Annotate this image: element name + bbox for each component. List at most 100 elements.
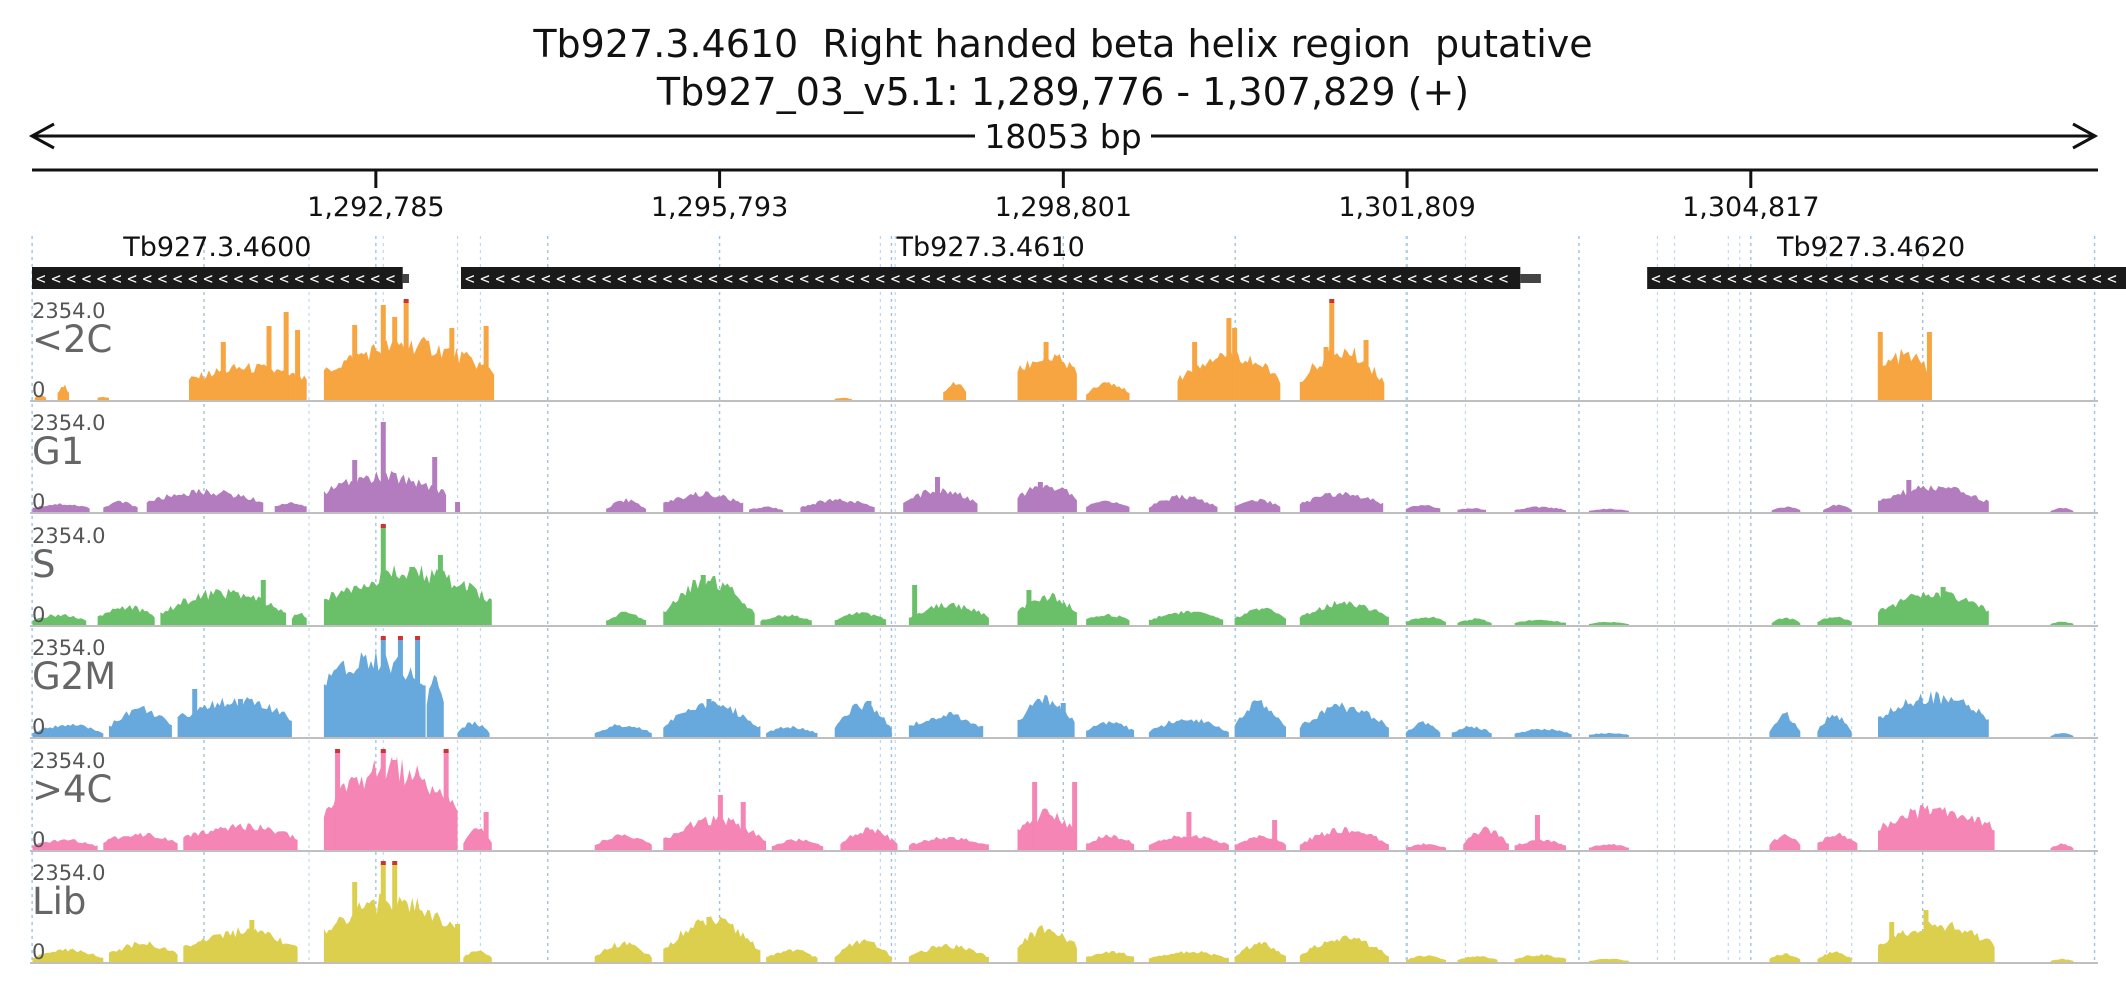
strand-arrow: < bbox=[1423, 269, 1433, 288]
coverage-region bbox=[1086, 500, 1130, 512]
clipped-marker bbox=[380, 861, 386, 865]
strand-arrow: < bbox=[97, 269, 107, 288]
strand-arrow: < bbox=[541, 269, 551, 288]
coverage-region bbox=[663, 575, 755, 625]
coverage-spike bbox=[1226, 318, 1232, 400]
strand-arrow: < bbox=[2016, 269, 2026, 288]
track-ymin-label: 0 bbox=[32, 940, 45, 964]
coverage-region bbox=[663, 491, 744, 512]
coverage-spike bbox=[415, 640, 421, 737]
coverage-spike bbox=[455, 502, 461, 512]
strand-arrow: < bbox=[82, 269, 92, 288]
coverage-spike bbox=[220, 342, 226, 400]
coverage-region bbox=[1086, 721, 1135, 737]
coverage-spike bbox=[1329, 302, 1335, 400]
strand-arrow: < bbox=[1727, 269, 1737, 288]
gene-feature[interactable]: < < < < < < < < < < < < < < < < < < < < < < < <Tb927.3.4600 bbox=[32, 232, 409, 289]
gene-utr bbox=[402, 274, 409, 283]
track-ymax-label: 2354.0 bbox=[32, 749, 105, 773]
strand-arrow: < bbox=[1073, 269, 1083, 288]
coverage-region bbox=[1769, 953, 1801, 962]
coverage-spike bbox=[740, 802, 746, 850]
strand-arrow: < bbox=[1195, 269, 1205, 288]
strand-arrow: < bbox=[1240, 269, 1250, 288]
coverage-region bbox=[274, 502, 307, 512]
strand-arrow: < bbox=[1103, 269, 1113, 288]
strand-arrow: < bbox=[1301, 269, 1311, 288]
coverage-spike bbox=[432, 457, 438, 512]
coverage-region bbox=[1234, 498, 1281, 512]
strand-arrow: < bbox=[112, 269, 122, 288]
coverage-region bbox=[1878, 591, 1989, 625]
track-ymax-label: 2354.0 bbox=[32, 636, 105, 660]
coverage-spike bbox=[237, 699, 243, 737]
coverage-region bbox=[323, 893, 458, 962]
track-4: 2354.0>4C 0 bbox=[30, 749, 2098, 852]
strand-arrow: < bbox=[1697, 269, 1707, 288]
coverage-region bbox=[1878, 920, 1995, 962]
track-ymax-label: 2354.0 bbox=[32, 411, 105, 435]
coverage-spike bbox=[437, 555, 443, 625]
strand-arrow: < bbox=[127, 269, 137, 288]
strand-arrow: < bbox=[1225, 269, 1235, 288]
coverage-region bbox=[749, 506, 784, 512]
coverage-spike bbox=[403, 302, 409, 400]
strand-arrow: < bbox=[1255, 269, 1265, 288]
strand-arrow: < bbox=[678, 269, 688, 288]
coverage-region bbox=[1406, 955, 1446, 962]
gene-label: Tb927.3.4600 bbox=[122, 232, 311, 263]
coverage-region bbox=[1234, 835, 1286, 850]
track-name: G2M bbox=[32, 655, 116, 698]
strand-arrow: < bbox=[1392, 269, 1402, 288]
coverage-region bbox=[1771, 617, 1801, 625]
strand-arrow: < bbox=[1362, 269, 1372, 288]
strand-arrow: < bbox=[754, 269, 764, 288]
track-ymin-label: 0 bbox=[32, 828, 45, 852]
track-ymax-label: 2354.0 bbox=[32, 299, 105, 323]
coverage-region bbox=[834, 939, 892, 962]
coverage-spike bbox=[352, 882, 358, 962]
strand-arrow: < bbox=[1483, 269, 1493, 288]
track-name: S bbox=[32, 543, 56, 586]
coverage-spike bbox=[335, 752, 341, 850]
coverage-region bbox=[594, 724, 652, 737]
strand-arrow: < bbox=[1651, 269, 1661, 288]
chart-subtitle-coordinates: Tb927_03_v5.1: 1,289,776 - 1,307,829 (+) bbox=[656, 70, 1470, 114]
strand-arrow: < bbox=[1347, 269, 1357, 288]
coverage-region bbox=[1299, 346, 1385, 400]
coverage-region bbox=[1299, 702, 1389, 737]
coverage-region bbox=[1017, 694, 1075, 737]
strand-arrow: < bbox=[997, 269, 1007, 288]
strand-arrow: < bbox=[188, 269, 198, 288]
axis-tick-label: 1,304,817 bbox=[1682, 192, 1819, 223]
axis-tick-label: 1,301,809 bbox=[1338, 192, 1475, 223]
strand-arrow: < bbox=[936, 269, 946, 288]
coverage-spike bbox=[706, 699, 712, 737]
strand-arrow: < bbox=[294, 269, 304, 288]
coverage-region bbox=[1817, 951, 1852, 962]
coverage-region bbox=[32, 503, 90, 512]
clipped-marker bbox=[335, 749, 341, 753]
strand-arrow: < bbox=[2031, 269, 2041, 288]
coverage-region bbox=[2050, 958, 2074, 962]
coverage-region bbox=[908, 836, 989, 850]
strand-arrow: < bbox=[693, 269, 703, 288]
gene-feature[interactable]: < < < < < < < < < < < < < < < < < < < < < < < < < < < < < < < < < < < < < < < <… bbox=[460, 232, 1541, 289]
strand-arrow: < bbox=[1666, 269, 1676, 288]
coverage-region bbox=[1299, 827, 1389, 850]
strand-arrow: < bbox=[1986, 269, 1996, 288]
strand-arrow: < bbox=[2001, 269, 2011, 288]
coverage-region bbox=[34, 394, 47, 400]
coverage-spike bbox=[392, 760, 398, 850]
strand-arrow: < bbox=[1864, 269, 1874, 288]
strand-arrow: < bbox=[325, 269, 335, 288]
coverage-region bbox=[463, 950, 492, 962]
strand-arrow: < bbox=[1438, 269, 1448, 288]
gene-feature[interactable]: < < < < < < < < < < < < < < < < < < < < < < < < < < < < < < < Tb927.3.4… bbox=[1647, 232, 2126, 289]
coverage-spike bbox=[1192, 342, 1198, 400]
coverage-region bbox=[1299, 935, 1389, 962]
coverage-spike bbox=[483, 812, 489, 850]
coverage-spike bbox=[1272, 820, 1278, 850]
strand-arrow: < bbox=[511, 269, 521, 288]
coverage-region bbox=[1457, 618, 1492, 625]
